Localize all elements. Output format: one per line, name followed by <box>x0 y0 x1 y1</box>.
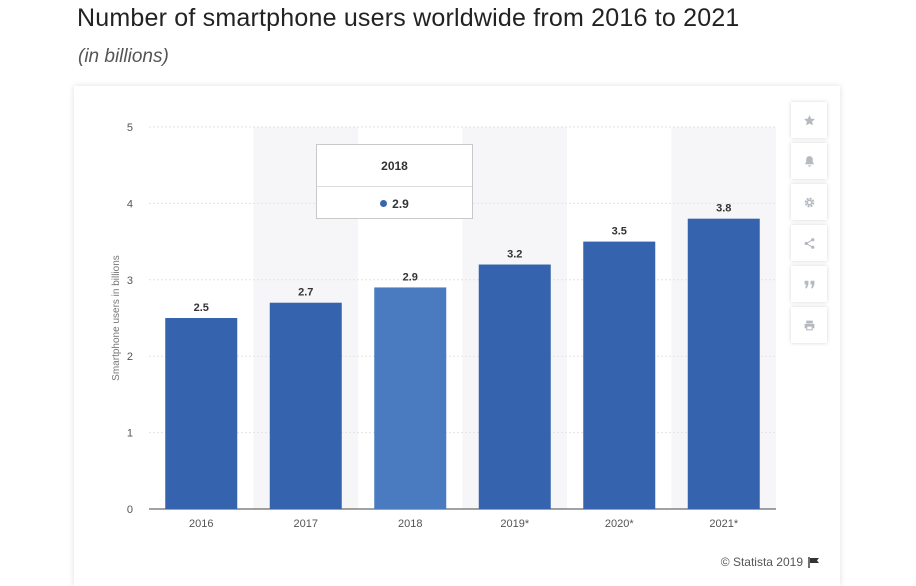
credit-text: © Statista 2019 <box>720 555 803 569</box>
chart-subtitle: (in billions) <box>78 46 169 67</box>
notification-button[interactable] <box>791 143 827 179</box>
x-tick-label: 2018 <box>398 518 422 530</box>
x-tick-label: 2016 <box>189 518 213 530</box>
chart-title: Number of smartphone users worldwide fro… <box>77 4 740 32</box>
tooltip-category: 2018 <box>317 145 472 187</box>
bar-chart: 0 1 2 3 4 5 Smartphone users in billions 2.5 201… <box>111 122 776 530</box>
x-tick-label: 2017 <box>294 518 318 530</box>
data-label: 2.5 <box>194 302 209 314</box>
y-tick-label: 1 <box>127 428 133 440</box>
x-tick-label: 2021* <box>709 518 738 530</box>
flag-icon <box>808 556 819 568</box>
bar-2020 <box>583 241 656 509</box>
data-label: 3.5 <box>612 226 627 238</box>
star-icon <box>803 114 815 125</box>
tooltip: 2018 2.9 <box>316 144 473 219</box>
chart-toolbar <box>791 102 827 343</box>
print-icon <box>804 320 814 330</box>
y-axis-label: Smartphone users in billions <box>111 255 122 381</box>
data-label: 3.8 <box>716 203 731 215</box>
bell-icon <box>804 155 814 167</box>
share-button[interactable] <box>791 225 827 261</box>
share-icon <box>804 237 814 249</box>
bar-2021 <box>687 218 760 509</box>
print-button[interactable] <box>791 307 827 343</box>
bar-2018 <box>374 287 447 509</box>
y-tick-label: 2 <box>127 351 133 363</box>
bar-2017 <box>269 302 342 509</box>
settings-button[interactable] <box>791 184 827 220</box>
data-label: 3.2 <box>507 249 522 261</box>
quote-icon <box>804 280 814 288</box>
x-tick-label: 2019* <box>500 518 529 530</box>
favorite-button[interactable] <box>791 102 827 138</box>
data-label: 2.9 <box>403 271 418 283</box>
tooltip-marker <box>380 200 388 207</box>
data-label: 2.7 <box>298 287 313 299</box>
y-tick-label: 3 <box>127 275 133 287</box>
bar-2019 <box>478 264 551 509</box>
cite-button[interactable] <box>791 266 827 302</box>
y-tick-label: 5 <box>127 122 133 134</box>
y-tick-label: 0 <box>127 504 133 516</box>
y-tick-label: 4 <box>127 198 133 210</box>
tooltip-value: 2.9 <box>392 196 409 211</box>
tooltip-body: 2.9 <box>317 187 472 220</box>
x-tick-label: 2020* <box>605 518 634 530</box>
gear-icon <box>804 197 814 207</box>
source-credit[interactable]: © Statista 2019 <box>721 555 820 569</box>
bar-2016 <box>165 318 238 509</box>
